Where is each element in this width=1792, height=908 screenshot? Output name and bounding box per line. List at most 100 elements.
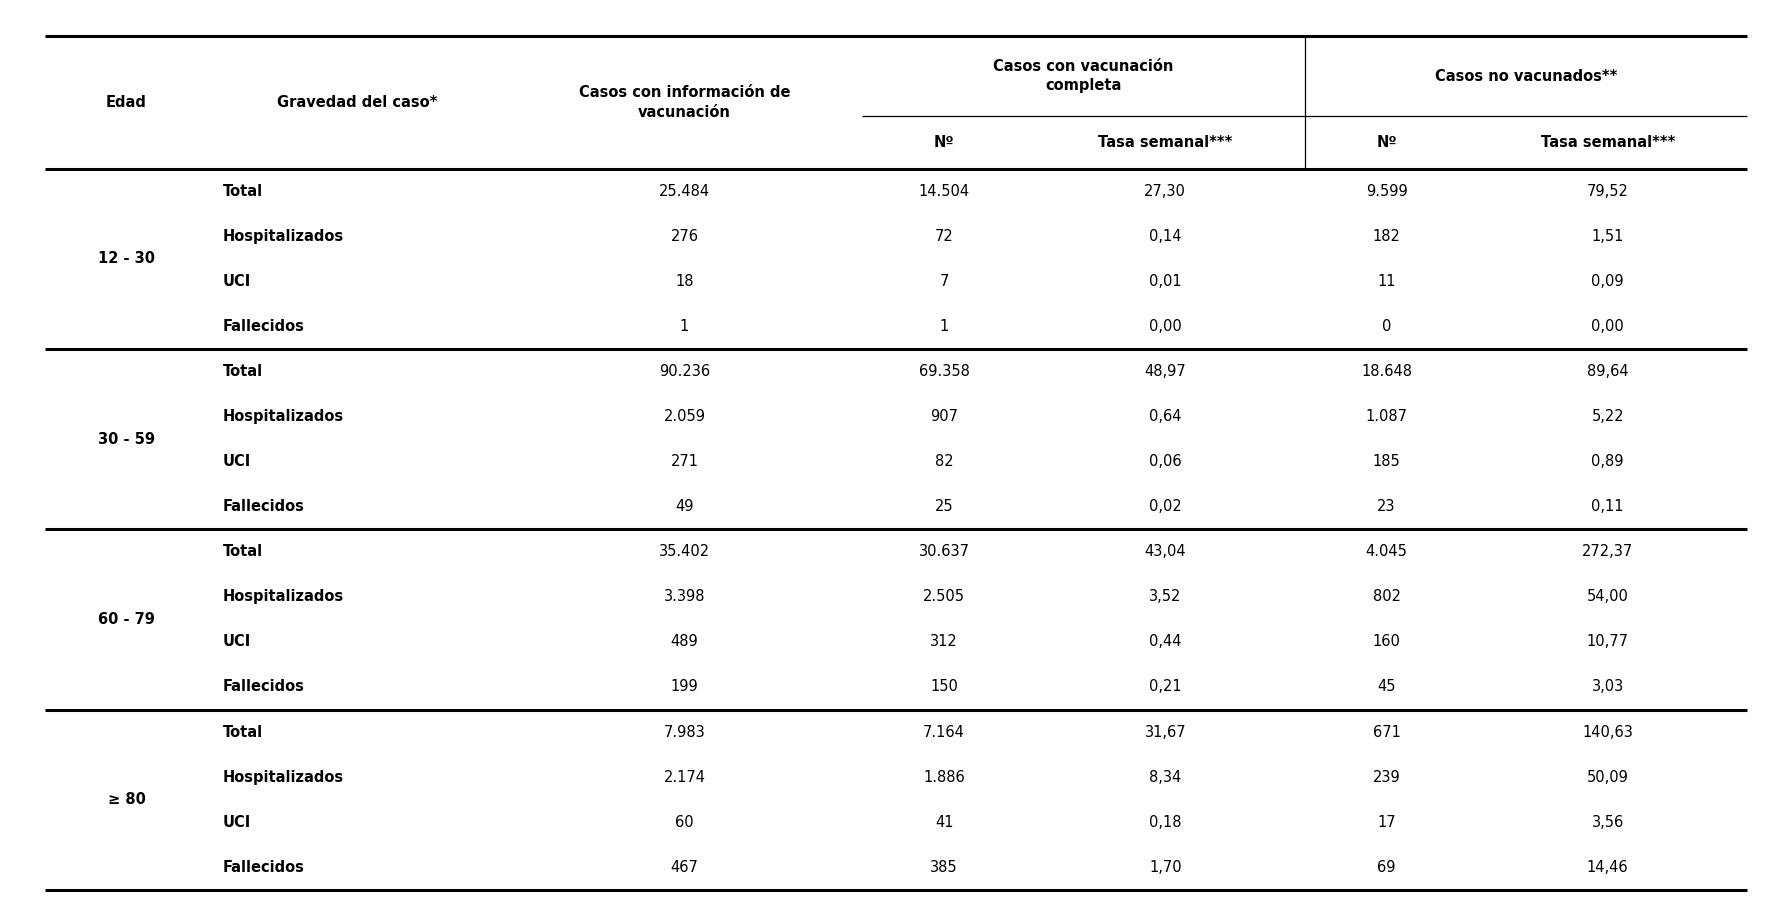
Text: 185: 185 [1373, 454, 1400, 469]
Text: 802: 802 [1373, 589, 1401, 605]
Text: Hospitalizados: Hospitalizados [222, 409, 344, 424]
Text: 0,64: 0,64 [1149, 409, 1181, 424]
Text: 7: 7 [939, 274, 948, 289]
Text: Total: Total [222, 544, 263, 559]
Text: 1.087: 1.087 [1366, 409, 1407, 424]
Text: 7.164: 7.164 [923, 725, 966, 740]
Text: 3,52: 3,52 [1149, 589, 1181, 605]
Text: 3,03: 3,03 [1591, 679, 1624, 695]
Text: 90.236: 90.236 [659, 364, 710, 379]
Text: UCI: UCI [222, 454, 251, 469]
Text: 49: 49 [676, 499, 694, 514]
Text: Gravedad del caso*: Gravedad del caso* [278, 95, 437, 110]
Text: Casos con vacunación
completa: Casos con vacunación completa [993, 59, 1174, 94]
Text: Fallecidos: Fallecidos [222, 319, 305, 334]
Text: 4.045: 4.045 [1366, 544, 1407, 559]
Text: 1,51: 1,51 [1591, 229, 1624, 243]
Text: 30.637: 30.637 [919, 544, 969, 559]
Text: 467: 467 [670, 860, 699, 874]
Text: 35.402: 35.402 [659, 544, 710, 559]
Text: 140,63: 140,63 [1582, 725, 1633, 740]
Text: 17: 17 [1378, 814, 1396, 830]
Text: 48,97: 48,97 [1145, 364, 1186, 379]
Text: 1,70: 1,70 [1149, 860, 1181, 874]
Text: 0,09: 0,09 [1591, 274, 1624, 289]
Text: 12 - 30: 12 - 30 [99, 252, 156, 266]
Text: 69.358: 69.358 [919, 364, 969, 379]
Text: 150: 150 [930, 679, 959, 695]
Text: 2.174: 2.174 [663, 770, 706, 785]
Text: 7.983: 7.983 [663, 725, 706, 740]
Text: 23: 23 [1378, 499, 1396, 514]
Text: Total: Total [222, 183, 263, 199]
Text: 14.504: 14.504 [919, 183, 969, 199]
Text: 0,01: 0,01 [1149, 274, 1181, 289]
Text: Total: Total [222, 725, 263, 740]
Text: Tasa semanal***: Tasa semanal*** [1541, 134, 1676, 150]
Text: Casos no vacunados**: Casos no vacunados** [1435, 68, 1616, 84]
Text: Fallecidos: Fallecidos [222, 679, 305, 695]
Text: 8,34: 8,34 [1149, 770, 1181, 785]
Text: Edad: Edad [106, 95, 147, 110]
Text: 5,22: 5,22 [1591, 409, 1624, 424]
Text: 0: 0 [1382, 319, 1391, 334]
Text: 2.059: 2.059 [663, 409, 706, 424]
Text: Nº: Nº [934, 134, 955, 150]
Text: 25.484: 25.484 [659, 183, 710, 199]
Text: 0,00: 0,00 [1149, 319, 1181, 334]
Text: 385: 385 [930, 860, 959, 874]
Text: 671: 671 [1373, 725, 1401, 740]
Text: Hospitalizados: Hospitalizados [222, 589, 344, 605]
Text: 31,67: 31,67 [1145, 725, 1186, 740]
Text: 0,14: 0,14 [1149, 229, 1181, 243]
Text: UCI: UCI [222, 635, 251, 649]
Text: 182: 182 [1373, 229, 1401, 243]
Text: Nº: Nº [1376, 134, 1396, 150]
Text: 489: 489 [670, 635, 699, 649]
Text: 271: 271 [670, 454, 699, 469]
Text: 9.599: 9.599 [1366, 183, 1407, 199]
Text: Hospitalizados: Hospitalizados [222, 770, 344, 785]
Text: 0,18: 0,18 [1149, 814, 1181, 830]
Text: 160: 160 [1373, 635, 1401, 649]
Text: 14,46: 14,46 [1588, 860, 1629, 874]
Text: 1.886: 1.886 [923, 770, 964, 785]
Text: ≥ 80: ≥ 80 [108, 792, 145, 807]
Text: 82: 82 [935, 454, 953, 469]
Text: UCI: UCI [222, 814, 251, 830]
Text: 10,77: 10,77 [1586, 635, 1629, 649]
Text: 11: 11 [1378, 274, 1396, 289]
Text: 60: 60 [676, 814, 694, 830]
Text: 41: 41 [935, 814, 953, 830]
Text: 0,02: 0,02 [1149, 499, 1181, 514]
Text: 3.398: 3.398 [663, 589, 706, 605]
Text: 79,52: 79,52 [1586, 183, 1629, 199]
Text: 0,06: 0,06 [1149, 454, 1181, 469]
Text: 18.648: 18.648 [1360, 364, 1412, 379]
Text: 69: 69 [1378, 860, 1396, 874]
Text: Hospitalizados: Hospitalizados [222, 229, 344, 243]
Text: 60 - 79: 60 - 79 [99, 612, 154, 627]
Text: Casos con información de
vacunación: Casos con información de vacunación [579, 85, 790, 120]
Text: 18: 18 [676, 274, 694, 289]
Text: 30 - 59: 30 - 59 [99, 431, 156, 447]
Text: 3,56: 3,56 [1591, 814, 1624, 830]
Text: 239: 239 [1373, 770, 1400, 785]
Text: 25: 25 [935, 499, 953, 514]
Text: 2.505: 2.505 [923, 589, 966, 605]
Text: 199: 199 [670, 679, 699, 695]
Text: 54,00: 54,00 [1586, 589, 1629, 605]
Text: 0,44: 0,44 [1149, 635, 1181, 649]
Text: Total: Total [222, 364, 263, 379]
Text: UCI: UCI [222, 274, 251, 289]
Text: 276: 276 [670, 229, 699, 243]
Text: 89,64: 89,64 [1588, 364, 1629, 379]
Text: 27,30: 27,30 [1145, 183, 1186, 199]
Text: 907: 907 [930, 409, 959, 424]
Text: 0,89: 0,89 [1591, 454, 1624, 469]
Text: Fallecidos: Fallecidos [222, 860, 305, 874]
Text: 1: 1 [939, 319, 948, 334]
Text: 312: 312 [930, 635, 959, 649]
Text: 43,04: 43,04 [1145, 544, 1186, 559]
Text: Fallecidos: Fallecidos [222, 499, 305, 514]
